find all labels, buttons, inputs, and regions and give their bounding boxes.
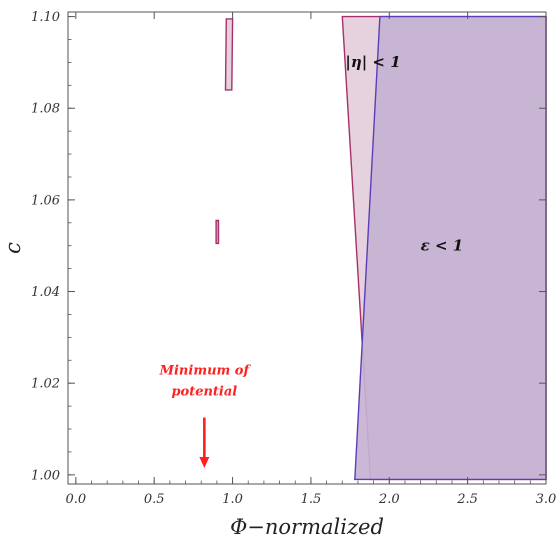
labels-layer: |η| < 1 ε < 1	[345, 53, 463, 254]
y-tick-label: 1.10	[31, 10, 60, 25]
y-tick-label: 1.00	[31, 468, 60, 483]
x-tick-label: 0.0	[65, 492, 86, 507]
annotation-line: potential	[171, 385, 237, 400]
x-tick-label: 2.0	[378, 492, 400, 507]
epsilon-region-label: ε < 1	[421, 236, 464, 254]
y-tick-label: 1.04	[31, 285, 60, 300]
x-tick-label: 0.5	[144, 492, 165, 507]
x-tick-label: 2.5	[456, 492, 478, 507]
annotation-layer: Minimum of potential	[159, 363, 252, 468]
annotation-line: Minimum of	[159, 363, 252, 378]
x-tick-label: 1.5	[301, 492, 322, 507]
y-tick-label: 1.02	[31, 377, 60, 392]
small-region-1	[215, 219, 220, 245]
x-tick-label: 1.0	[222, 492, 243, 507]
axes-layer: 0.0 0.5 1.0 1.5 2.0 2.5 3.0 1.00 1.02 1.04 1.06 1.0…	[31, 10, 556, 507]
eta-region-label: |η| < 1	[345, 53, 400, 71]
x-axis-title: Φ−normalized	[230, 515, 384, 539]
y-tick-label: 1.08	[31, 102, 60, 117]
small-region-0	[224, 18, 234, 91]
annotation-arrow-head	[199, 456, 210, 468]
y-tick-label: 1.06	[31, 193, 60, 208]
x-tick-label: 3.0	[536, 492, 556, 507]
plot-frame	[67, 11, 547, 485]
y-axis-title: c	[1, 242, 25, 254]
